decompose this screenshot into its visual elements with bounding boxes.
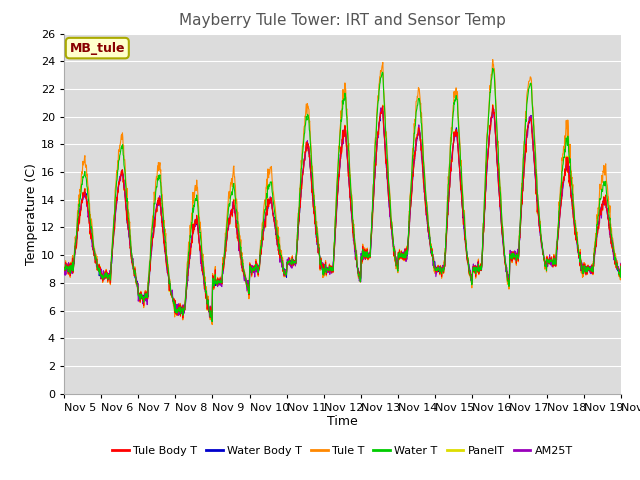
Title: Mayberry Tule Tower: IRT and Sensor Temp: Mayberry Tule Tower: IRT and Sensor Temp (179, 13, 506, 28)
X-axis label: Time: Time (327, 415, 358, 429)
Legend: Tule Body T, Water Body T, Tule T, Water T, PanelT, AM25T: Tule Body T, Water Body T, Tule T, Water… (108, 441, 577, 460)
Text: MB_tule: MB_tule (70, 42, 125, 55)
Y-axis label: Temperature (C): Temperature (C) (25, 163, 38, 264)
